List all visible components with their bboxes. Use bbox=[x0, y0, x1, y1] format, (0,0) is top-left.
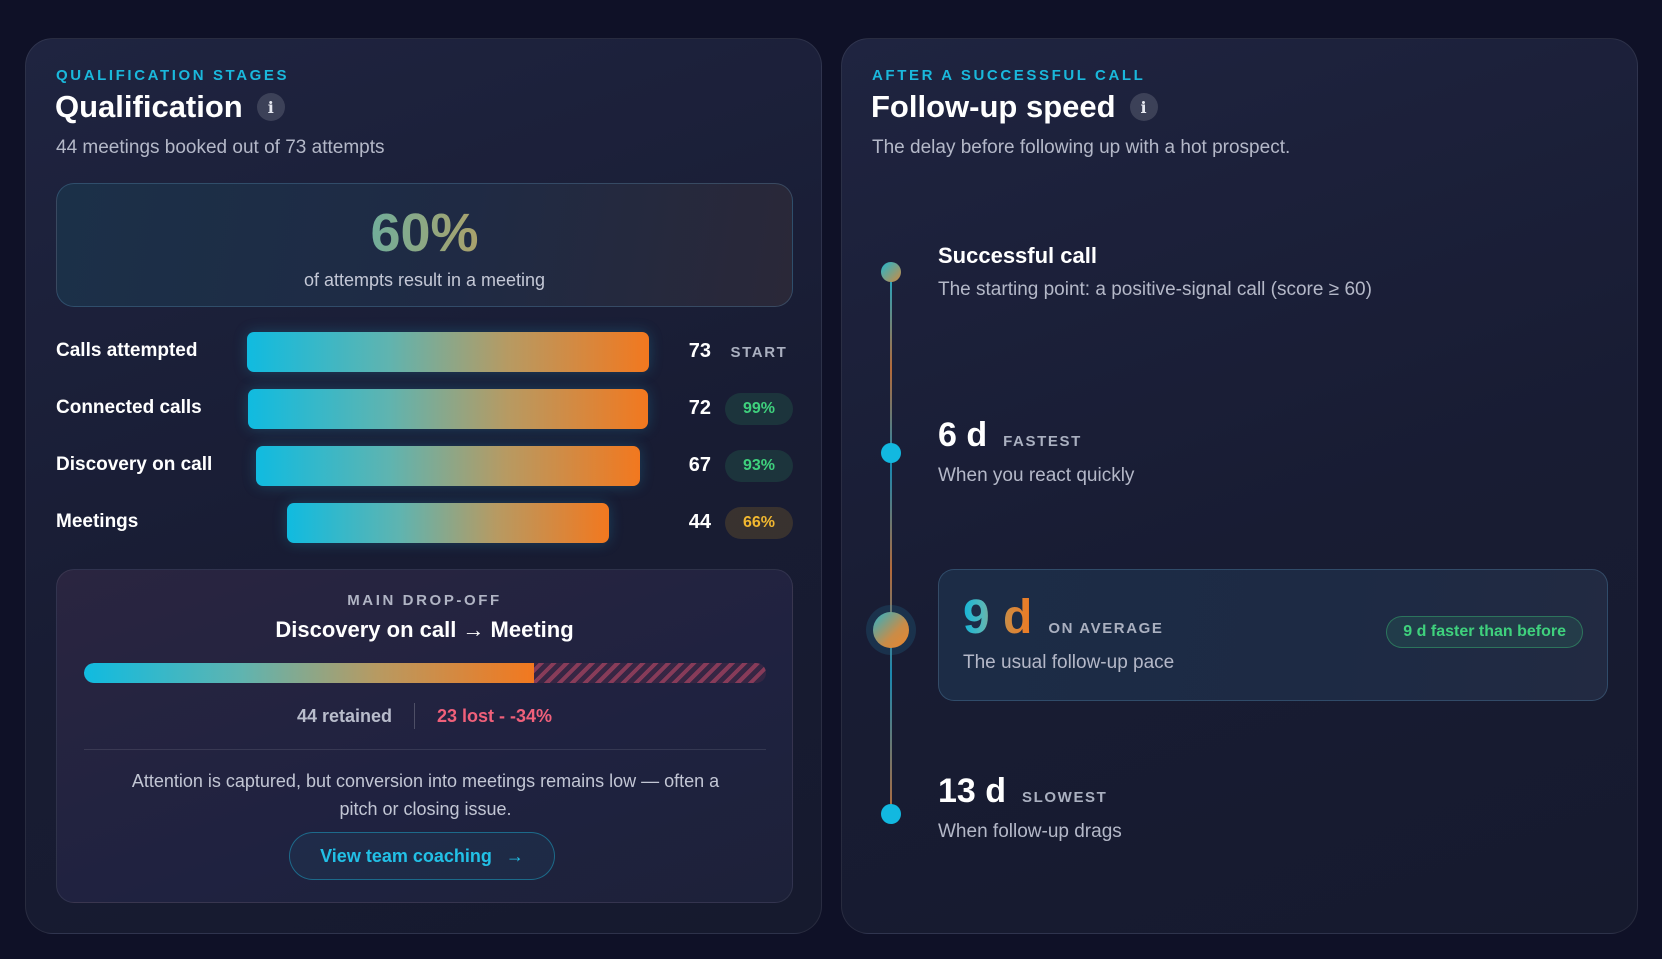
qualification-subtitle: 44 meetings booked out of 73 attempts bbox=[56, 137, 385, 158]
funnel-row[interactable]: Connected calls 72 99% bbox=[56, 389, 793, 429]
timeline-line bbox=[890, 271, 892, 815]
slowest-tag: SLOWEST bbox=[1022, 789, 1108, 806]
followup-title: Follow-up speed bbox=[871, 89, 1116, 124]
followup-card: AFTER A SUCCESSFUL CALL Follow-up speed … bbox=[841, 38, 1638, 934]
timeline-dot-fastest bbox=[881, 443, 901, 463]
average-value: 9 d bbox=[963, 591, 1033, 644]
followup-title-row: Follow-up speed i bbox=[871, 89, 1158, 125]
dropoff-retained-fill bbox=[84, 663, 535, 683]
qualification-title: Qualification bbox=[55, 89, 243, 124]
funnel-count: 72 bbox=[688, 397, 711, 419]
fastest-value-row: 6 d FASTEST bbox=[938, 416, 1082, 455]
timeline-dot-slowest bbox=[881, 804, 901, 824]
funnel-row[interactable]: Meetings 44 66% bbox=[56, 503, 793, 543]
followup-eyebrow: AFTER A SUCCESSFUL CALL bbox=[872, 67, 1146, 84]
dropoff-progress-track bbox=[84, 663, 766, 683]
fastest-value: 6 d bbox=[938, 416, 988, 454]
qualification-card: QUALIFICATION STAGES Qualification i 44 … bbox=[25, 38, 822, 934]
main-dropoff-panel: MAIN DROP-OFF Discovery on call → Meetin… bbox=[56, 569, 793, 903]
button-label: View team coaching bbox=[320, 845, 492, 866]
stat-divider bbox=[414, 703, 415, 729]
view-team-coaching-button[interactable]: View team coaching → bbox=[289, 832, 555, 880]
retained-count: 44 retained bbox=[296, 705, 392, 726]
funnel-row[interactable]: Calls attempted 73 START bbox=[56, 332, 793, 372]
funnel-count: 44 bbox=[688, 511, 711, 533]
divider bbox=[84, 749, 766, 750]
conversion-rate-value: 60% bbox=[57, 206, 792, 260]
funnel-count: 73 bbox=[688, 340, 711, 362]
funnel-badge: 66% bbox=[725, 507, 793, 539]
timeline-dot-start bbox=[881, 262, 901, 282]
slowest-value-row: 13 d SLOWEST bbox=[938, 772, 1107, 811]
funnel-badge: 99% bbox=[725, 393, 793, 425]
info-icon[interactable]: i bbox=[256, 93, 285, 121]
fastest-tag: FASTEST bbox=[1003, 433, 1082, 450]
fastest-desc: When you react quickly bbox=[938, 465, 1135, 486]
dropoff-title: Discovery on call → Meeting bbox=[275, 617, 574, 642]
slowest-desc: When follow-up drags bbox=[938, 821, 1122, 842]
qualification-eyebrow: QUALIFICATION STAGES bbox=[56, 67, 290, 84]
followup-subtitle: The delay before following up with a hot… bbox=[872, 137, 1291, 158]
improvement-badge: 9 d faster than before bbox=[1386, 616, 1583, 648]
dropoff-stats: 44 retained 23 lost - -34% bbox=[57, 703, 792, 729]
funnel-badge: START bbox=[730, 343, 788, 361]
info-icon[interactable]: i bbox=[1129, 93, 1158, 121]
lost-count: 23 lost - -34% bbox=[437, 705, 553, 726]
dropoff-eyebrow: MAIN DROP-OFF bbox=[347, 592, 502, 609]
dropoff-note: Attention is captured, but conversion in… bbox=[131, 771, 720, 819]
funnel-row[interactable]: Discovery on call 67 93% bbox=[56, 446, 793, 486]
average-value-row: 9 d ON AVERAGE bbox=[963, 594, 1164, 642]
funnel-bar bbox=[248, 389, 648, 429]
funnel-bar bbox=[255, 446, 641, 486]
funnel-bar bbox=[247, 332, 649, 372]
start-step-title: Successful call bbox=[938, 243, 1097, 268]
average-desc: The usual follow-up pace bbox=[963, 652, 1175, 673]
conversion-rate-caption: of attempts result in a meeting bbox=[303, 270, 546, 290]
funnel-label: Connected calls bbox=[56, 397, 202, 418]
funnel-badge: 93% bbox=[725, 450, 793, 482]
funnel-label: Calls attempted bbox=[56, 340, 198, 361]
start-step-desc: The starting point: a positive-signal ca… bbox=[938, 279, 1372, 300]
qualification-title-row: Qualification i bbox=[55, 89, 285, 125]
funnel-count: 67 bbox=[688, 454, 711, 476]
conversion-hero: 60% of attempts result in a meeting bbox=[56, 183, 793, 307]
slowest-value: 13 d bbox=[938, 772, 1007, 810]
average-card: 9 d ON AVERAGE The usual follow-up pace … bbox=[938, 569, 1608, 701]
funnel-bar bbox=[286, 503, 610, 543]
funnel-label: Discovery on call bbox=[56, 454, 213, 475]
funnel-label: Meetings bbox=[56, 511, 139, 532]
timeline-dot-average bbox=[873, 612, 909, 648]
average-tag: ON AVERAGE bbox=[1048, 620, 1164, 637]
arrow-right-icon: → bbox=[505, 845, 524, 866]
